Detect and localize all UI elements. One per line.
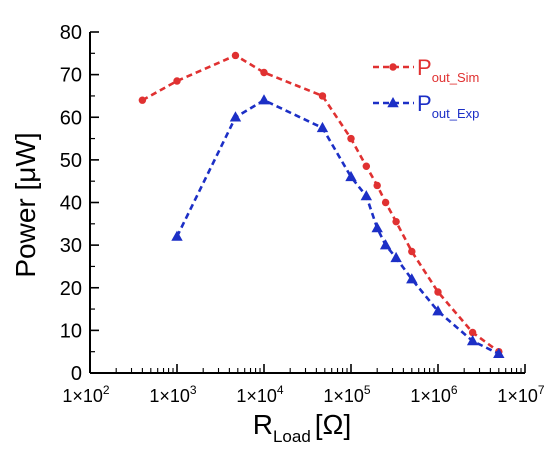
y-axis-title: Power [μW] [10, 132, 41, 277]
y-tick-label: 30 [60, 235, 82, 257]
legend-label-sub: out_Exp [432, 106, 480, 121]
y-axis-title-unit: μW [10, 140, 41, 183]
x-axis-title-sub: Load [273, 427, 311, 446]
data-point [432, 305, 444, 316]
x-axis-title-main: R [253, 409, 273, 440]
data-point [406, 273, 418, 284]
y-tick-label: 10 [60, 320, 82, 342]
data-point [316, 121, 329, 133]
x-tick-exponent: 3 [190, 383, 197, 397]
x-tick-mantissa: 1×10 [323, 386, 364, 406]
x-tick-label: 1×105 [323, 383, 371, 406]
data-point [318, 92, 327, 100]
x-tick-mantissa: 1×10 [149, 386, 190, 406]
x-tick-exponent: 4 [277, 383, 284, 397]
data-point [379, 239, 392, 250]
data-point [171, 230, 183, 241]
y-axis-title-suffix: ] [10, 132, 41, 140]
legend-marker [389, 63, 397, 71]
x-tick-label: 1×103 [149, 383, 197, 406]
x-tick-exponent: 2 [103, 383, 110, 397]
series-out-exp [171, 94, 505, 359]
data-point [371, 222, 383, 233]
legend-label: Pout_Exp [417, 91, 479, 121]
legend-label-sub: out_Sim [432, 70, 480, 85]
data-point [231, 51, 240, 60]
x-tick-label: 1×107 [497, 383, 545, 406]
x-tick-mantissa: 1×10 [236, 386, 277, 406]
axis-labels-group: Power [μW] RLoad [Ω] [10, 132, 351, 446]
series-group [138, 51, 505, 359]
data-point [360, 190, 373, 201]
legend-label-main: P [417, 55, 432, 80]
legend-marker [387, 97, 399, 108]
series-line [175, 98, 500, 355]
data-point [258, 94, 270, 105]
x-tick-mantissa: 1×10 [410, 386, 451, 406]
y-tick-label: 0 [71, 363, 82, 385]
data-point [493, 347, 505, 359]
data-point [260, 68, 268, 77]
data-point [173, 77, 181, 85]
legend-item-out-exp: Pout_Exp [373, 91, 479, 121]
x-tick-exponent: 7 [538, 383, 545, 397]
data-point [468, 328, 477, 337]
legend-item-out-sim: Pout_Sim [373, 55, 479, 85]
x-tick-label: 1×102 [62, 383, 110, 406]
data-point [408, 247, 416, 256]
data-point [381, 198, 390, 207]
data-point [229, 111, 242, 122]
data-point [345, 170, 357, 182]
data-point [373, 181, 381, 190]
data-point [392, 217, 400, 226]
x-axis-title: RLoad [Ω] [253, 409, 352, 446]
x-axis-title-unit: [Ω] [315, 409, 352, 440]
x-tick-mantissa: 1×10 [62, 386, 103, 406]
x-tick-exponent: 5 [364, 383, 371, 397]
data-point [466, 335, 479, 346]
data-point [362, 162, 371, 170]
y-tick-label: 50 [60, 150, 82, 172]
x-tick-label: 1×104 [236, 383, 284, 406]
y-tick-label: 80 [60, 22, 82, 44]
x-tick-exponent: 6 [451, 383, 458, 397]
y-tick-label: 70 [60, 65, 82, 87]
data-point [347, 134, 355, 143]
series-out-sim [138, 51, 503, 356]
legend-label: Pout_Sim [417, 55, 479, 85]
x-tick-mantissa: 1×10 [497, 386, 538, 406]
x-tick-label: 1×106 [410, 383, 458, 406]
y-tick-label: 40 [60, 193, 82, 215]
series-line [141, 53, 500, 353]
legend-label-main: P [417, 91, 432, 116]
data-point [434, 288, 442, 296]
data-point [138, 96, 147, 104]
data-point [390, 251, 402, 263]
y-tick-label: 20 [60, 278, 82, 300]
y-axis-title-prefix: Power [ [10, 182, 41, 277]
y-tick-label: 60 [60, 107, 82, 129]
